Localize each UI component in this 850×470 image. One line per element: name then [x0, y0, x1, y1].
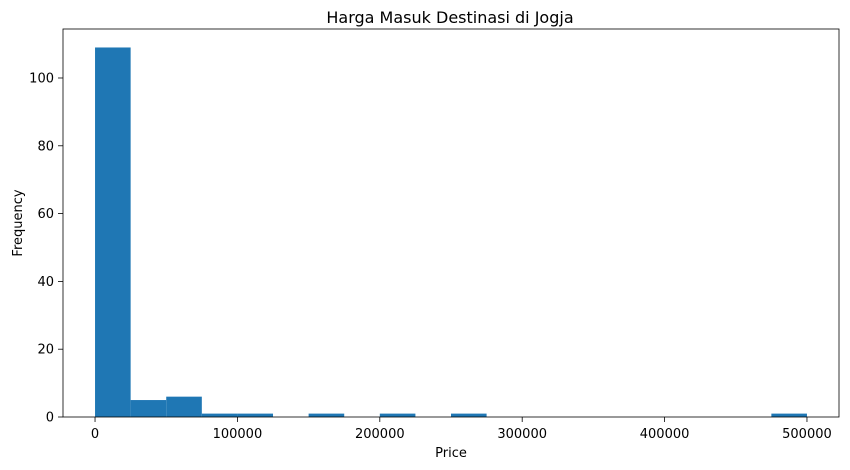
y-axis-ticks: 0 20 40 60 80 100 [29, 71, 63, 426]
y-tick-label: 100 [29, 71, 54, 86]
histogram-bar [130, 400, 167, 417]
x-tick-label: 400000 [640, 427, 690, 442]
histogram-bar [771, 413, 807, 417]
histogram-bar [201, 413, 238, 417]
x-tick-label: 0 [91, 427, 99, 442]
x-tick-label: 500000 [782, 427, 832, 442]
chart-title: Harga Masuk Destinasi di Jogja [326, 8, 573, 27]
x-tick-label: 100000 [213, 427, 263, 442]
x-tick-label: 300000 [497, 427, 547, 442]
histogram-bar [237, 413, 274, 417]
histogram-bar [95, 47, 131, 417]
x-axis-label: Price [435, 446, 467, 461]
y-tick-label: 20 [37, 343, 54, 358]
plot-frame [62, 28, 840, 418]
histogram-bar [308, 413, 345, 417]
y-tick-label: 80 [37, 139, 54, 154]
y-tick-label: 40 [37, 275, 54, 290]
x-tick-label: 200000 [355, 427, 405, 442]
y-axis-label: Frequency [11, 189, 26, 256]
y-tick-label: 0 [46, 411, 54, 426]
histogram-bar [379, 413, 416, 417]
x-axis-ticks: 0 100000 200000 300000 400000 500000 [91, 417, 832, 442]
histogram-bar [166, 396, 202, 417]
histogram-bars [95, 47, 807, 417]
y-tick-label: 60 [37, 207, 54, 222]
histogram-bar [451, 413, 487, 417]
